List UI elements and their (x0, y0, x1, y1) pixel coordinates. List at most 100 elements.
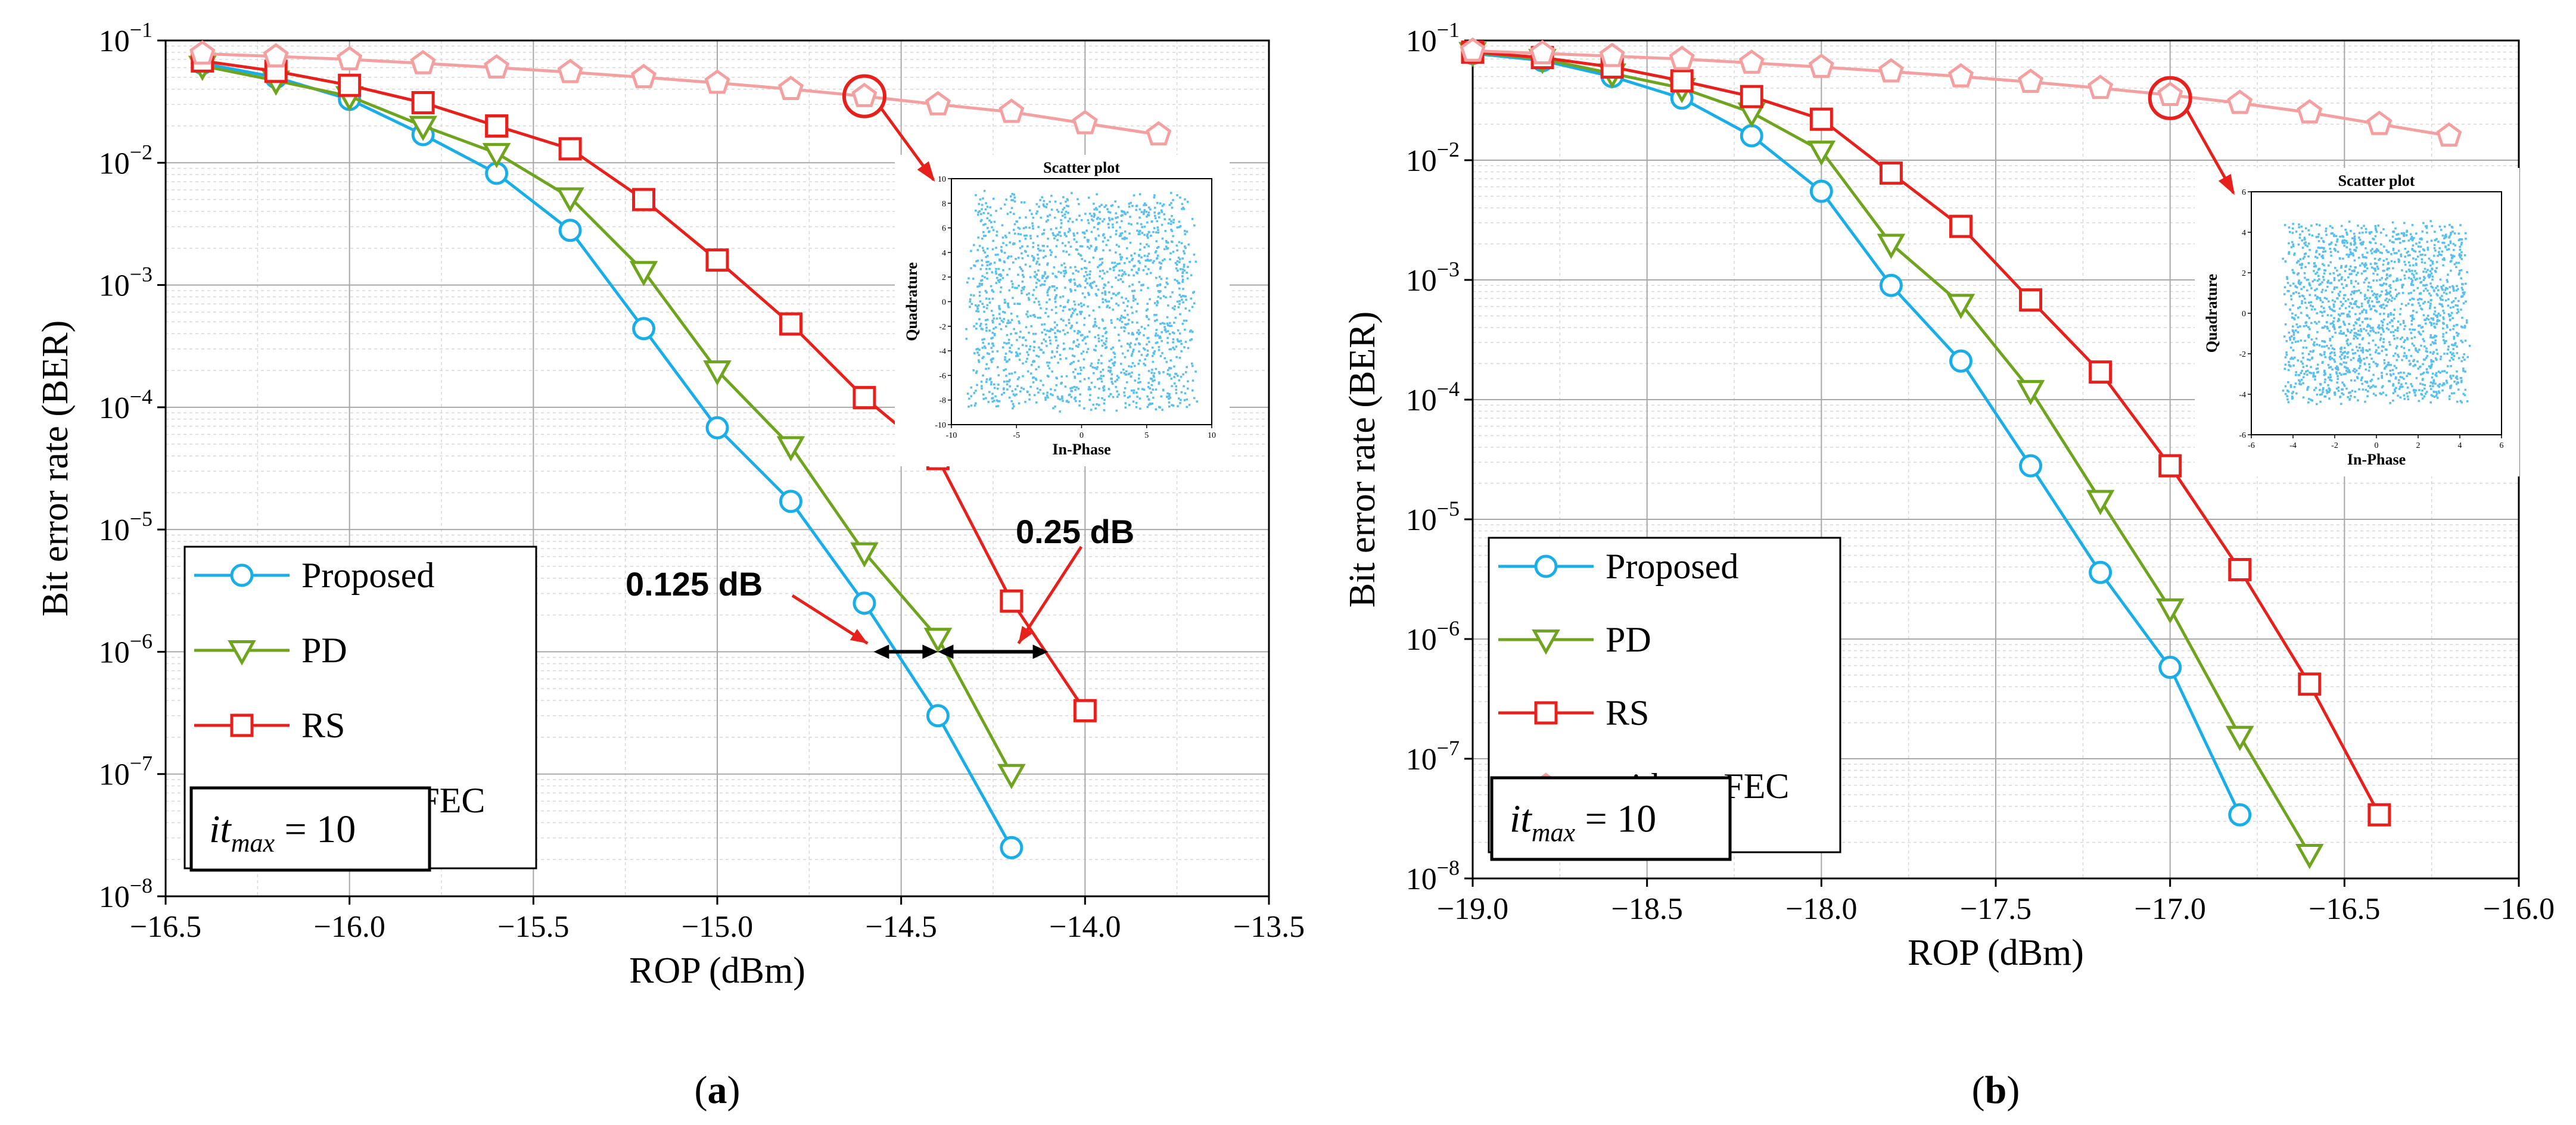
scatter-point (2354, 303, 2357, 306)
scatter-point (1034, 270, 1037, 273)
x-axis-label: ROP (dBm) (629, 951, 805, 991)
data-point (632, 188, 656, 211)
scatter-point (991, 289, 994, 291)
scatter-point (1137, 377, 1140, 380)
scatter-point (2358, 317, 2361, 320)
data-point (1529, 40, 1555, 64)
scatter-point (1190, 329, 1192, 332)
scatter-point (1010, 332, 1012, 335)
scatter-point (2422, 302, 2425, 305)
inset-y-tick-label: 10 (938, 175, 946, 184)
scatter-point (1115, 303, 1118, 305)
scatter-point (1049, 286, 1051, 289)
scatter-point (2445, 292, 2448, 295)
series-line (1472, 52, 2241, 816)
data-point (411, 91, 435, 114)
scatter-point (2321, 288, 2324, 291)
scatter-point (1178, 258, 1181, 261)
scatter-point (1067, 211, 1069, 214)
scatter-point (1069, 347, 1071, 350)
scatter-point (2372, 373, 2375, 376)
scatter-point (1053, 355, 1056, 358)
scatter-point (2314, 255, 2317, 258)
inset-x-tick-label: 6 (2500, 441, 2504, 450)
scatter-point (1004, 368, 1007, 371)
scatter-point (2323, 395, 2326, 398)
scatter-point (1120, 326, 1122, 329)
scatter-point (1095, 248, 1098, 251)
scatter-point (1151, 369, 1153, 371)
scatter-point (2298, 236, 2301, 239)
scatter-point (2337, 378, 2339, 381)
scatter-point (2358, 236, 2360, 239)
scatter-point (998, 281, 1001, 283)
scatter-point (2463, 326, 2466, 329)
scatter-point (2353, 337, 2355, 340)
scatter-point (2323, 272, 2326, 275)
scatter-point (2413, 276, 2416, 279)
scatter-point (2460, 379, 2463, 382)
scatter-point (2457, 300, 2460, 303)
scatter-point (1193, 302, 1196, 304)
scatter-point (1070, 290, 1072, 293)
scatter-point (2460, 381, 2463, 384)
y-tick-label: 10−3 (1406, 257, 1460, 298)
scatter-point (2435, 293, 2438, 295)
scatter-point (2372, 279, 2375, 282)
scatter-point (987, 342, 990, 345)
scatter-point (1103, 218, 1106, 220)
scatter-point (2328, 243, 2331, 246)
scatter-point (2322, 257, 2325, 260)
scatter-point (2441, 258, 2444, 261)
scatter-point (2315, 251, 2317, 254)
scatter-point (2458, 272, 2461, 275)
scatter-point (2424, 319, 2427, 321)
scatter-point (2365, 317, 2368, 320)
scatter-point (1105, 204, 1107, 207)
scatter-point (2364, 317, 2366, 320)
scatter-point (1088, 284, 1091, 286)
scatter-point (1045, 277, 1048, 279)
scatter-point (1062, 319, 1065, 322)
scatter-point (976, 285, 979, 288)
scatter-point (2392, 392, 2395, 394)
scatter-point (2368, 334, 2371, 336)
scatter-point (1147, 370, 1150, 372)
scatter-point (2403, 222, 2406, 225)
scatter-point (981, 275, 984, 278)
scatter-point (2412, 310, 2415, 312)
scatter-point (1184, 392, 1187, 395)
scatter-point (1133, 289, 1136, 292)
scatter-point (2299, 325, 2301, 328)
scatter-point (990, 381, 993, 384)
scatter-point (1165, 245, 1168, 248)
scatter-point (1121, 232, 1124, 235)
scatter-point (1077, 198, 1079, 201)
scatter-point (1063, 306, 1066, 308)
scatter-point (2439, 372, 2441, 374)
scatter-point (2461, 341, 2464, 344)
scatter-point (2304, 339, 2306, 342)
scatter-point (1113, 261, 1116, 264)
scatter-point (1029, 345, 1032, 348)
scatter-point (1046, 394, 1049, 397)
scatter-point (2300, 339, 2303, 342)
scatter-point (2291, 329, 2294, 332)
scatter-point (1010, 199, 1013, 201)
scatter-point (2379, 392, 2382, 395)
data-point (1073, 699, 1097, 722)
scatter-point (1087, 245, 1089, 248)
scatter-point (2397, 237, 2400, 240)
scatter-point (1050, 308, 1053, 311)
scatter-point (2455, 289, 2458, 292)
scatter-point (1153, 211, 1156, 214)
scatter-point (2322, 247, 2325, 250)
scatter-point (1035, 401, 1038, 404)
panel-a: −16.5 −16.0 −15.5 −15.0 −14.5 −14.0 −13.510−81… (35, 18, 1305, 1112)
x-tick-label: −17.5 (1960, 892, 2031, 926)
scatter-point (1065, 375, 1068, 378)
scatter-point (1053, 321, 1056, 324)
scatter-point (2323, 269, 2326, 272)
scatter-point (2369, 241, 2372, 244)
scatter-point (2355, 345, 2358, 348)
